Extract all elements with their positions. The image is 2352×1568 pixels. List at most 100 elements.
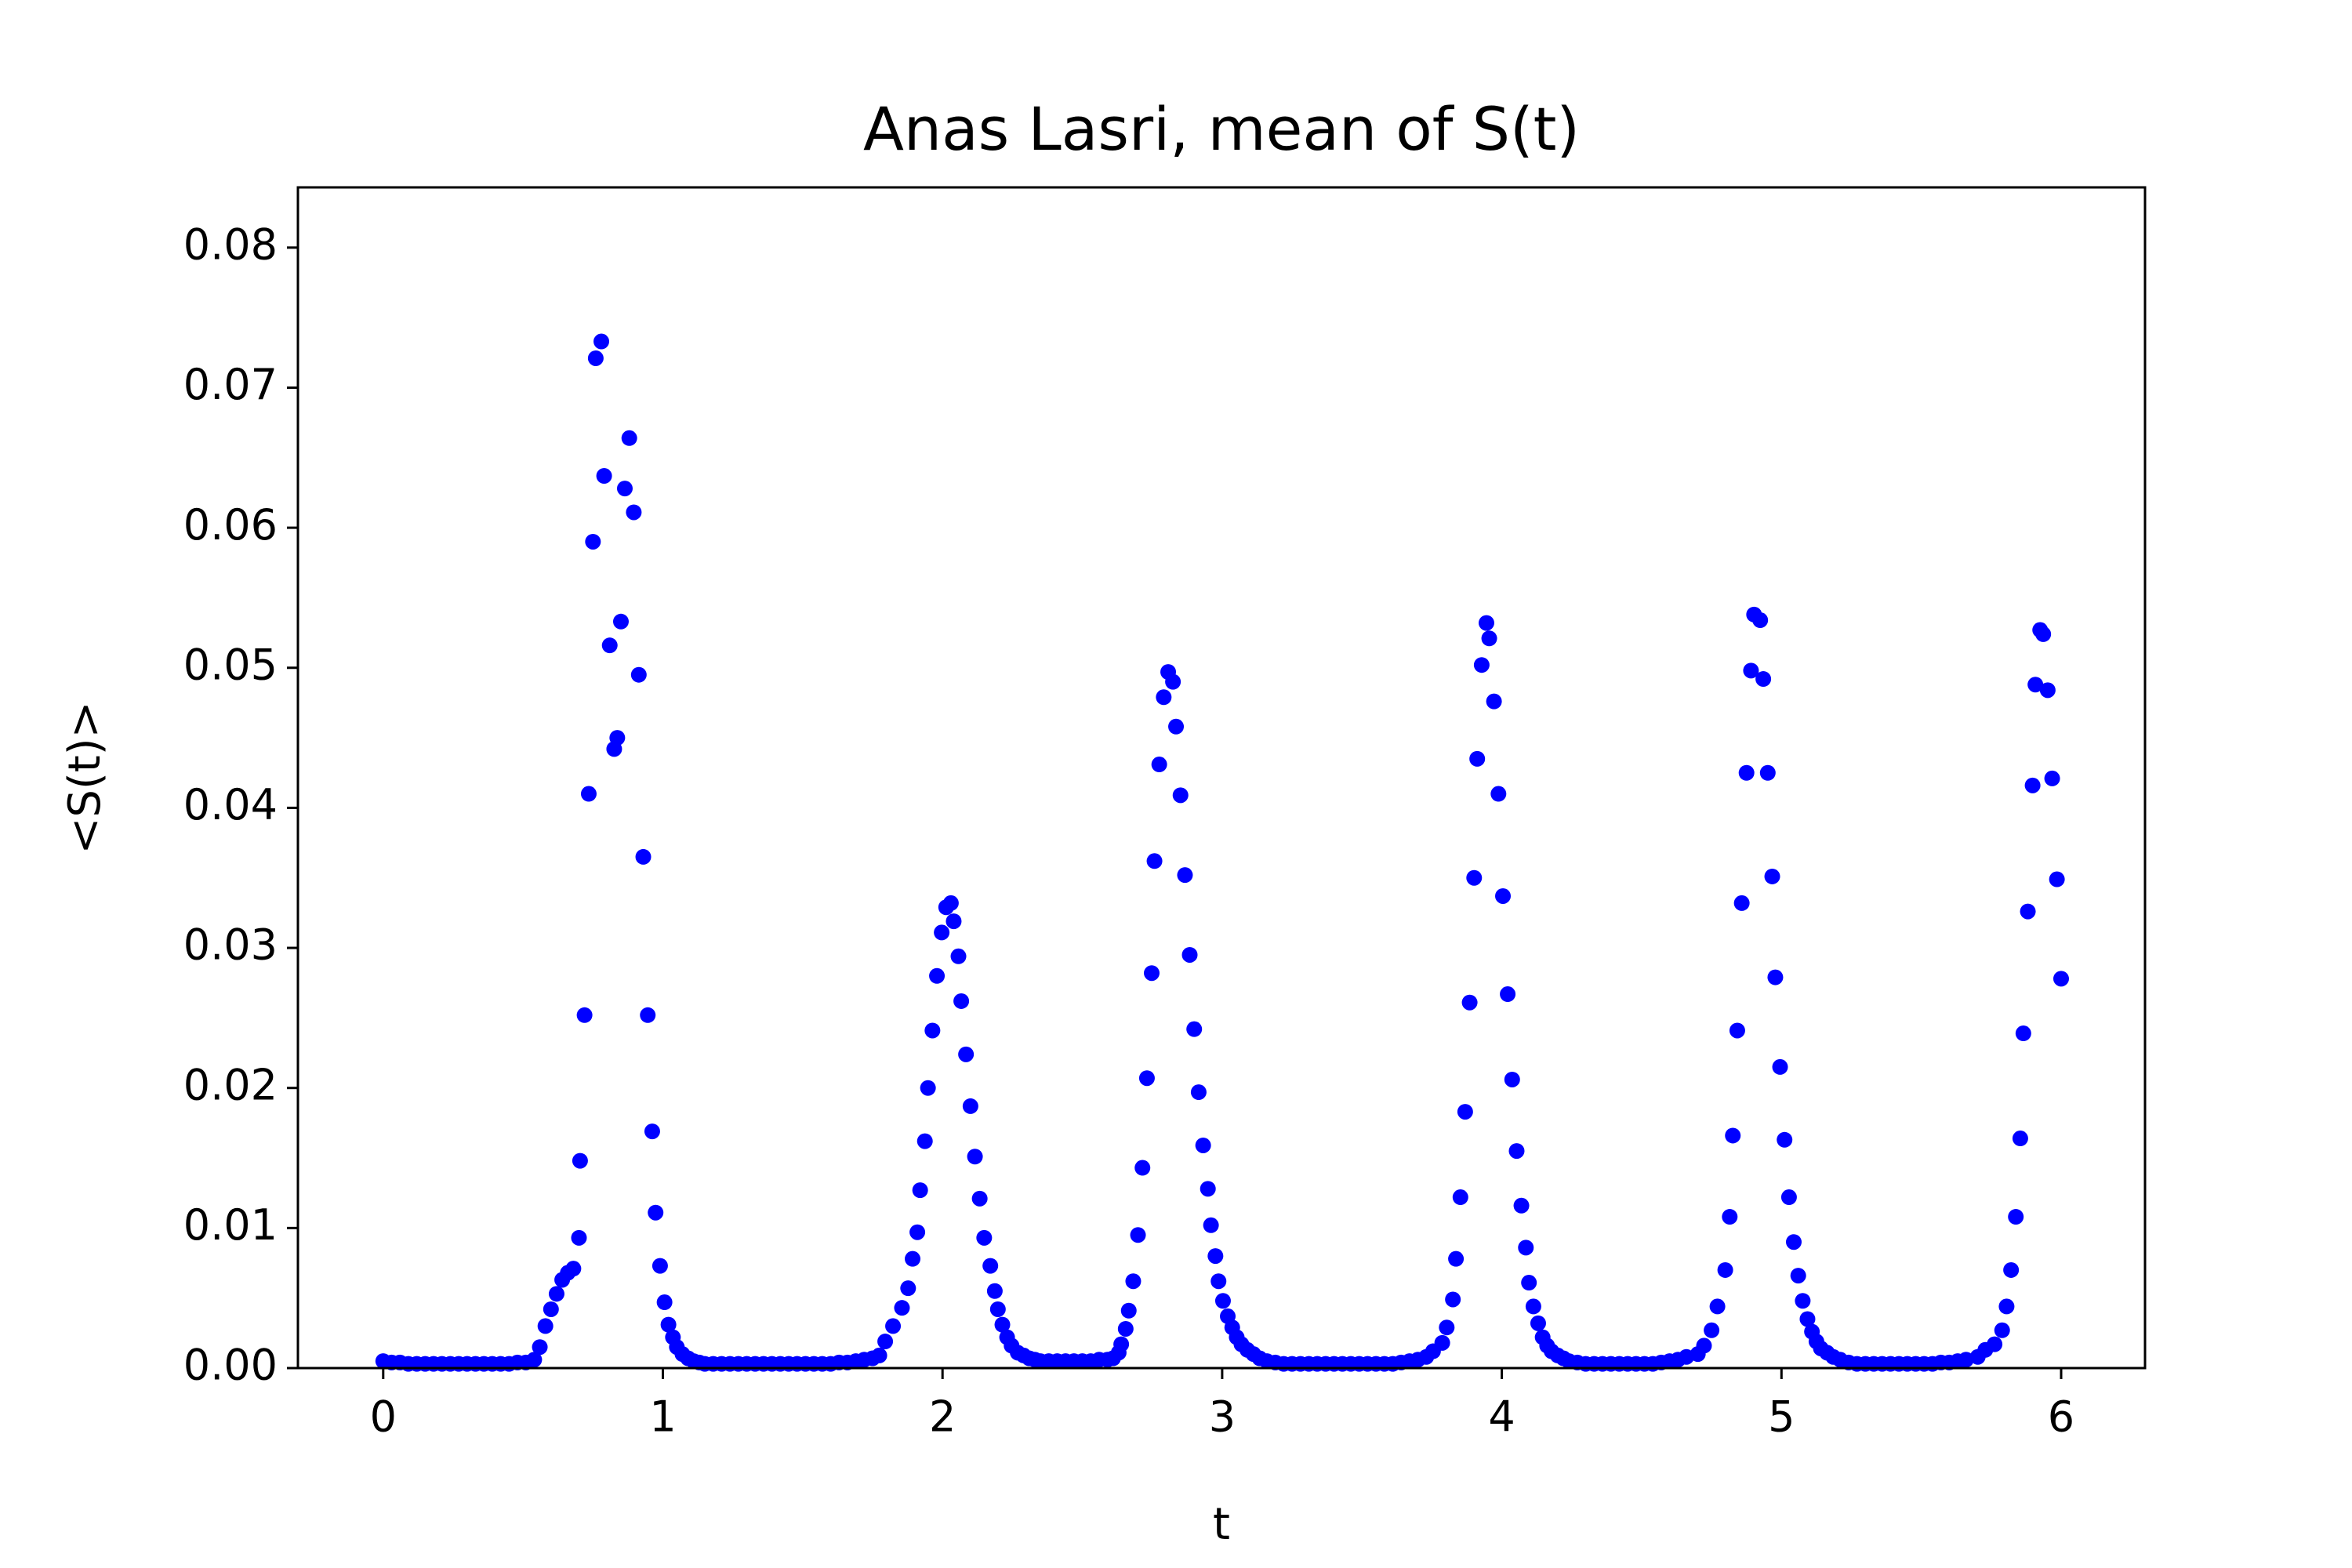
y-tick-label: 0.08 — [183, 220, 278, 269]
point — [2049, 871, 2065, 887]
point — [1495, 887, 1512, 904]
point — [585, 533, 601, 550]
point — [2008, 1209, 2024, 1225]
point — [1738, 764, 1755, 781]
point — [1186, 1021, 1203, 1037]
point — [1448, 1250, 1465, 1267]
point — [580, 786, 597, 802]
x-axis-label: t — [1213, 1499, 1230, 1550]
point — [971, 1190, 988, 1207]
point — [1117, 1320, 1134, 1337]
point — [593, 333, 610, 350]
chart-title: Anas Lasri, mean of S(t) — [863, 94, 1580, 164]
point — [1725, 1127, 1741, 1144]
point — [2039, 682, 2056, 699]
point — [1466, 869, 1483, 886]
point — [1704, 1322, 1720, 1338]
point — [2027, 677, 2044, 693]
y-tick-label: 0.05 — [183, 640, 278, 689]
x-tick-label: 5 — [1768, 1392, 1795, 1442]
point — [1994, 1322, 2010, 1338]
point — [1795, 1293, 1811, 1309]
point — [924, 1022, 941, 1039]
point — [621, 430, 637, 446]
point — [1958, 1352, 1974, 1368]
point — [1478, 615, 1494, 631]
point — [576, 1007, 593, 1023]
point — [1177, 867, 1193, 884]
point — [2003, 1261, 2020, 1278]
point — [1473, 657, 1490, 673]
point — [916, 1133, 933, 1149]
point — [958, 1046, 975, 1062]
point — [1138, 1070, 1155, 1087]
point — [1210, 1273, 1227, 1290]
point — [1696, 1338, 1712, 1354]
point — [2053, 971, 2069, 987]
point — [946, 913, 962, 930]
point — [982, 1258, 999, 1274]
y-tick-label: 0.07 — [183, 360, 278, 409]
x-tick-label: 1 — [649, 1392, 676, 1442]
point — [1530, 1315, 1546, 1331]
point — [1207, 1248, 1224, 1265]
point — [1799, 1311, 1816, 1327]
point — [1518, 1240, 1534, 1256]
point — [934, 924, 950, 941]
point — [1457, 1104, 1473, 1120]
point — [1729, 1022, 1745, 1039]
point — [1120, 1302, 1137, 1319]
y-tick-label: 0.03 — [183, 920, 278, 970]
point — [1759, 764, 1776, 781]
point — [1200, 1181, 1216, 1197]
point — [1521, 1275, 1537, 1291]
point — [912, 1182, 928, 1199]
point — [2035, 626, 2052, 642]
point — [1785, 1234, 1802, 1250]
point — [962, 1098, 978, 1114]
y-tick-label: 0.00 — [183, 1341, 278, 1390]
point — [976, 1229, 993, 1246]
point — [2015, 1025, 2031, 1042]
point — [2012, 1131, 2028, 1147]
point — [571, 1229, 587, 1246]
point — [630, 666, 647, 683]
point — [1486, 693, 1502, 710]
point — [526, 1352, 543, 1368]
x-tick-label: 2 — [929, 1392, 956, 1442]
point — [656, 1294, 673, 1311]
point — [616, 481, 633, 497]
point — [1445, 1291, 1461, 1308]
point — [1181, 946, 1198, 963]
point — [644, 1123, 660, 1140]
point — [1508, 1143, 1525, 1160]
point — [1125, 1273, 1142, 1290]
point — [640, 1007, 656, 1023]
point — [1513, 1197, 1530, 1214]
point — [1790, 1268, 1806, 1284]
point — [1772, 1058, 1788, 1075]
point — [1998, 1298, 2015, 1315]
point — [986, 1283, 1003, 1299]
point — [871, 1347, 887, 1363]
point — [942, 895, 959, 911]
point — [1203, 1217, 1219, 1233]
point — [920, 1080, 936, 1096]
point — [1733, 895, 1750, 911]
point — [2020, 903, 2036, 920]
point — [1481, 630, 1497, 647]
point — [1144, 965, 1160, 982]
x-tick-label: 4 — [1488, 1392, 1515, 1442]
point — [601, 637, 618, 654]
plot-frame — [296, 186, 2147, 1370]
point — [1767, 969, 1784, 985]
point — [1755, 671, 1772, 688]
point — [994, 1316, 1011, 1333]
point — [1190, 1084, 1207, 1101]
point — [909, 1224, 926, 1240]
point — [1722, 1209, 1738, 1225]
x-tick-label: 6 — [2048, 1392, 2074, 1442]
point — [1130, 1227, 1146, 1243]
